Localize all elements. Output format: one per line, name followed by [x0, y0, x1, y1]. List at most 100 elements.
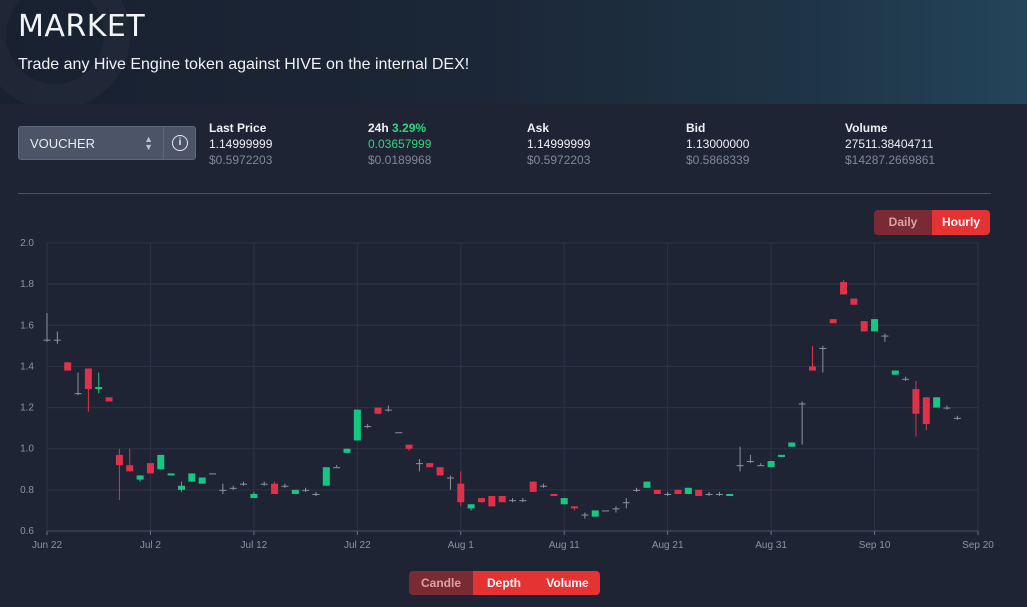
candle-body — [653, 489, 661, 494]
candle-body — [871, 319, 879, 332]
volume-button[interactable]: Volume — [535, 571, 600, 595]
candle-body — [840, 282, 848, 295]
candle-body — [477, 498, 485, 503]
stat-label: Bid — [686, 121, 706, 135]
candle-body — [436, 467, 444, 476]
candle-button[interactable]: Candle — [409, 571, 473, 595]
stat-value: 1.14999999 — [527, 137, 591, 151]
stat-usd: $0.0189968 — [368, 153, 432, 167]
candle-body — [788, 442, 796, 447]
info-icon: i — [172, 135, 188, 151]
x-tick-label: Jul 2 — [140, 540, 162, 551]
candle-body — [74, 393, 82, 395]
stat-label: Ask — [527, 121, 550, 135]
candle-body — [829, 319, 837, 324]
x-tick-label: Aug 31 — [755, 540, 787, 551]
candle-body — [509, 500, 516, 502]
candle-body — [240, 483, 248, 485]
x-tick-label: Jul 12 — [241, 540, 268, 551]
candle-body — [43, 339, 51, 341]
candle-body — [291, 489, 299, 494]
stat-usd: $14287.2669861 — [845, 153, 936, 167]
candle-body — [260, 483, 268, 485]
candlestick-chart: 0.6 0.8 1.0 1.2 1.4 1.6 1.8 2.0 Jun 22 Jul 2 Jul 1… — [20, 238, 994, 551]
token-select-value: VOUCHER — [30, 136, 96, 151]
candle-body — [384, 409, 392, 411]
candle-body — [53, 339, 61, 341]
candle-body — [446, 477, 454, 479]
page-subtitle: Trade any Hive Engine token against HIVE… — [18, 56, 470, 73]
candle-body — [943, 407, 951, 409]
y-tick-label: 1.4 — [20, 361, 34, 372]
candle-body — [643, 481, 651, 488]
stat-usd: $0.5868339 — [686, 153, 750, 167]
page-header: MARKET Trade any Hive Engine token again… — [0, 0, 1027, 104]
candle-body — [374, 407, 382, 414]
x-tick-label: Aug 21 — [652, 540, 684, 551]
candle-body — [498, 496, 506, 503]
stat-usd: $0.5972203 — [527, 153, 591, 167]
candle-body — [684, 487, 692, 494]
candle-body — [798, 403, 806, 405]
chart-view-toggle: Candle Depth Volume — [409, 571, 600, 595]
candle-body — [808, 366, 816, 371]
stat-label: 24h — [368, 121, 389, 135]
daily-button[interactable]: Daily — [874, 210, 932, 235]
divider — [18, 193, 991, 194]
candle-body — [84, 368, 92, 390]
y-tick-label: 1.0 — [20, 444, 34, 455]
candle-body — [664, 493, 672, 495]
candle-body — [426, 463, 434, 468]
candle-body — [933, 397, 941, 408]
candle-body — [126, 465, 134, 472]
candle-body — [819, 347, 827, 349]
stat-last-price: Last Price 1.14999999 $0.5972203 — [209, 120, 272, 168]
candle-body — [953, 417, 961, 419]
y-tick-label: 1.6 — [20, 320, 34, 331]
candle-body — [891, 370, 899, 375]
info-button[interactable]: i — [163, 126, 196, 160]
candle-body — [850, 298, 858, 305]
candle-body — [767, 461, 775, 468]
candle-body — [602, 510, 610, 512]
candle-body — [219, 489, 227, 491]
stat-bid: Bid 1.13000000 $0.5868339 — [686, 120, 749, 168]
y-tick-label: 1.2 — [20, 403, 34, 414]
depth-button[interactable]: Depth — [473, 571, 535, 595]
stat-label: Volume — [845, 121, 888, 135]
stat-usd: $0.5972203 — [209, 153, 273, 167]
candle-body — [64, 362, 72, 371]
candle-body — [550, 493, 558, 497]
x-tick-label: Aug 11 — [549, 540, 580, 551]
y-tick-label: 1.8 — [20, 279, 34, 290]
candle-body — [353, 409, 361, 441]
candle-body — [860, 321, 868, 332]
candle-body — [912, 389, 920, 414]
candle-body — [322, 467, 330, 486]
y-tick-label: 0.6 — [20, 526, 34, 537]
candle-body — [333, 467, 341, 469]
stat-ask: Ask 1.14999999 $0.5972203 — [527, 120, 590, 168]
x-tick-label: Sep 20 — [962, 540, 994, 551]
token-select[interactable]: VOUCHER ▲ ▼ — [18, 126, 164, 160]
candle-body — [571, 506, 579, 509]
stat-value: 1.13000000 — [686, 137, 750, 151]
x-tick-label: Jun 22 — [32, 540, 62, 551]
candle-body — [467, 504, 475, 509]
candle-body — [405, 444, 413, 449]
stat-label: Last Price — [209, 121, 267, 135]
candle-body — [415, 463, 423, 465]
candle-body — [157, 454, 165, 470]
y-tick-label: 2.0 — [20, 238, 34, 249]
stat-24h: 24h 3.29% 0.03657999 $0.0189968 — [368, 120, 431, 168]
hourly-button[interactable]: Hourly — [932, 210, 990, 235]
candle-body — [188, 473, 196, 482]
candle-body — [364, 426, 372, 428]
candle-body — [312, 493, 320, 495]
candle-body — [281, 485, 289, 487]
candle-body — [271, 483, 279, 494]
candle-body — [540, 485, 548, 487]
candle-body — [777, 454, 785, 457]
candle-body — [736, 465, 744, 467]
candle-body — [633, 489, 641, 491]
